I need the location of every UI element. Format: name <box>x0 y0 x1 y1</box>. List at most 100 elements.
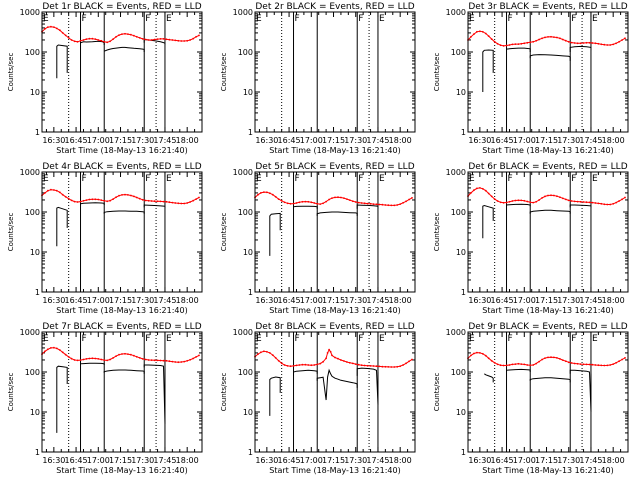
lld-data-point <box>174 202 177 204</box>
x-axis-label: Start Time (18-May-13 16:21:40) <box>56 306 187 315</box>
lld-data-point <box>177 202 180 205</box>
lld-data-point <box>177 361 180 364</box>
marker-label: F <box>82 174 87 184</box>
lld-data-point <box>523 42 526 45</box>
lld-data-point <box>106 200 109 203</box>
panel-title: Det 1r BLACK = Events, RED = LLD <box>42 2 201 12</box>
events-series-line <box>529 54 571 61</box>
lld-data-point <box>64 353 67 356</box>
lld-data-point <box>535 200 537 203</box>
lld-data-point <box>573 362 576 365</box>
y-tick-label: 1 <box>35 128 40 137</box>
y-tick-label: 100 <box>451 48 466 57</box>
y-tick-label: 100 <box>25 368 40 377</box>
lld-data-point <box>103 359 106 361</box>
lld-data-point <box>165 38 168 41</box>
detector-panel-9: Det 9r BLACK = Events, RED = LLD Counts/s… <box>433 322 629 475</box>
events-series-line <box>356 367 379 406</box>
lld-data-point <box>567 361 570 364</box>
lld-data-point <box>141 198 144 201</box>
lld-data-point <box>130 194 132 197</box>
lld-data-point <box>156 200 159 203</box>
lld-data-point <box>55 189 58 192</box>
lld-data-point <box>357 201 360 204</box>
y-tick-label: 1 <box>248 128 253 137</box>
lld-data-point <box>73 200 76 203</box>
x-axis-label: Start Time (18-May-13 16:21:40) <box>56 466 187 475</box>
lld-data-point <box>325 357 327 360</box>
events-series-line <box>482 49 494 92</box>
x-tick-label: 16:30 <box>42 456 65 465</box>
x-tick-label: 17:30 <box>557 296 580 305</box>
lld-data-point <box>624 357 626 359</box>
lld-data-point <box>121 33 123 35</box>
lld-data-point <box>118 194 120 197</box>
lld-data-point <box>64 195 67 198</box>
lld-data-point <box>162 359 165 362</box>
x-tick-label: 18:00 <box>176 296 199 305</box>
lld-data-point <box>85 358 88 360</box>
lld-data-point <box>396 204 399 206</box>
plot-frame <box>467 11 629 133</box>
lld-data-point <box>313 202 316 204</box>
lld-data-point <box>76 40 79 43</box>
lld-data-point <box>411 197 413 199</box>
marker-label: E <box>379 334 385 344</box>
lld-data-point <box>564 360 567 363</box>
x-tick-label: 18:00 <box>389 136 412 145</box>
x-tick-label: 18:00 <box>602 456 625 465</box>
lld-data-point <box>162 200 165 203</box>
lld-data-point <box>103 199 106 202</box>
lld-data-point <box>298 364 301 366</box>
lld-data-point <box>544 36 546 39</box>
lld-data-point <box>286 365 289 367</box>
lld-data-point <box>100 39 103 42</box>
lld-data-point <box>76 201 79 203</box>
marker-label: F <box>508 334 513 344</box>
y-tick-label: 1000 <box>20 328 40 337</box>
y-tick-label: 1000 <box>233 168 253 177</box>
marker-label: E <box>592 174 598 184</box>
marker-label: F <box>571 174 576 184</box>
lld-data-point <box>573 42 576 44</box>
y-tick-label: 1000 <box>446 328 466 337</box>
lld-data-point <box>476 187 478 190</box>
lld-data-point <box>381 365 384 368</box>
lld-data-point <box>550 356 552 359</box>
lld-data-point <box>612 202 615 205</box>
marker-label: F <box>295 14 300 24</box>
lld-data-point <box>186 359 189 362</box>
lld-data-point <box>579 363 582 365</box>
lld-data-point <box>316 202 319 205</box>
y-tick-label: 10 <box>30 408 40 417</box>
lld-data-point <box>310 201 313 204</box>
lld-data-point <box>127 353 129 355</box>
lld-data-point <box>168 360 171 363</box>
events-series-line <box>80 362 105 365</box>
lld-data-point <box>67 37 70 39</box>
lld-data-point <box>58 191 61 194</box>
events-series-line <box>293 205 318 209</box>
x-tick-label: 17:30 <box>131 296 154 305</box>
lld-data-point <box>135 196 138 199</box>
lld-data-point <box>408 198 410 201</box>
lld-data-point <box>266 191 268 194</box>
lld-data-point <box>505 201 508 204</box>
lld-data-point <box>79 39 82 42</box>
lld-data-point <box>479 187 481 189</box>
lld-data-point <box>567 199 570 202</box>
lld-data-point <box>615 201 617 204</box>
lld-data-point <box>112 357 114 359</box>
marker-label: E <box>379 14 385 24</box>
lld-data-point <box>473 189 475 192</box>
lld-data-point <box>289 202 292 205</box>
x-tick-label: 17:00 <box>300 136 323 145</box>
x-tick-label: 17:00 <box>300 456 323 465</box>
lld-data-point <box>603 364 606 367</box>
lld-data-point <box>476 30 478 33</box>
lld-data-point <box>266 350 268 353</box>
plot-frame <box>254 11 416 133</box>
lld-data-point <box>147 359 150 361</box>
marker-label: F <box>82 14 87 24</box>
lld-data-point <box>529 201 532 204</box>
